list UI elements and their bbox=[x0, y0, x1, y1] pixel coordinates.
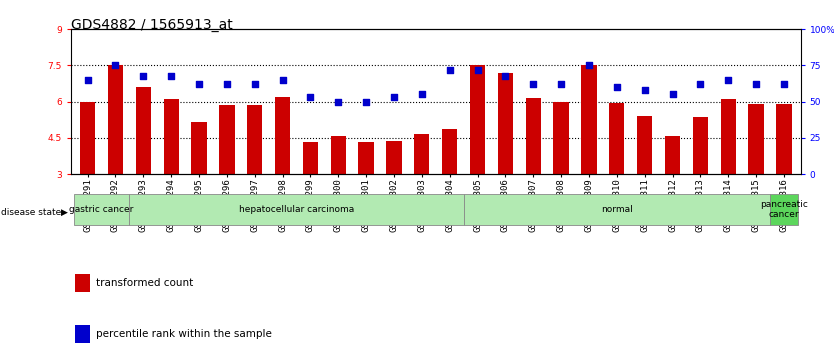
Bar bbox=[581, 65, 596, 174]
Text: disease state: disease state bbox=[1, 208, 61, 217]
Bar bbox=[330, 135, 346, 174]
Point bbox=[81, 77, 94, 83]
Point bbox=[721, 77, 735, 83]
Point bbox=[610, 84, 624, 90]
Point bbox=[666, 91, 679, 97]
Point bbox=[582, 62, 595, 68]
Bar bbox=[219, 105, 234, 174]
Bar bbox=[442, 130, 457, 174]
Bar bbox=[163, 99, 178, 174]
Text: gastric cancer: gastric cancer bbox=[69, 205, 133, 214]
Point bbox=[694, 81, 707, 87]
Text: hepatocellular carcinoma: hepatocellular carcinoma bbox=[239, 205, 354, 214]
Point bbox=[777, 81, 791, 87]
Point bbox=[276, 77, 289, 83]
Bar bbox=[108, 65, 123, 174]
Text: transformed count: transformed count bbox=[96, 278, 193, 288]
Bar bbox=[129, 194, 464, 225]
Bar bbox=[748, 104, 764, 174]
Bar bbox=[770, 194, 798, 225]
Point bbox=[750, 81, 763, 87]
Point bbox=[332, 99, 345, 105]
Point bbox=[108, 62, 122, 68]
Text: normal: normal bbox=[601, 205, 633, 214]
Bar bbox=[73, 194, 129, 225]
Bar bbox=[470, 65, 485, 174]
Bar bbox=[721, 99, 736, 174]
Point bbox=[359, 99, 373, 105]
Text: GDS4882 / 1565913_at: GDS4882 / 1565913_at bbox=[71, 18, 233, 32]
Bar bbox=[609, 103, 625, 174]
Text: percentile rank within the sample: percentile rank within the sample bbox=[96, 329, 272, 339]
Bar bbox=[80, 102, 95, 174]
Bar bbox=[498, 73, 513, 174]
Point bbox=[193, 81, 206, 87]
Point bbox=[415, 91, 429, 97]
Point bbox=[220, 81, 234, 87]
Bar bbox=[693, 117, 708, 174]
Bar bbox=[414, 134, 430, 174]
Point bbox=[137, 73, 150, 78]
Bar bbox=[136, 87, 151, 174]
Bar bbox=[554, 102, 569, 174]
Point bbox=[638, 87, 651, 93]
Point bbox=[387, 94, 400, 100]
Text: pancreatic
cancer: pancreatic cancer bbox=[760, 200, 808, 219]
Text: ▶: ▶ bbox=[61, 208, 68, 217]
Bar bbox=[275, 97, 290, 174]
Point bbox=[499, 73, 512, 78]
Bar bbox=[637, 116, 652, 174]
Bar bbox=[359, 142, 374, 174]
Bar bbox=[247, 105, 263, 174]
Bar bbox=[464, 194, 770, 225]
Bar bbox=[776, 104, 791, 174]
Bar bbox=[191, 122, 207, 174]
Bar bbox=[665, 135, 681, 174]
Bar bbox=[303, 142, 318, 174]
Point bbox=[248, 81, 261, 87]
Point bbox=[471, 67, 485, 73]
Point bbox=[555, 81, 568, 87]
Bar bbox=[386, 141, 402, 174]
Point bbox=[164, 73, 178, 78]
Point bbox=[304, 94, 317, 100]
Point bbox=[526, 81, 540, 87]
Bar bbox=[525, 98, 541, 174]
Point bbox=[443, 67, 456, 73]
